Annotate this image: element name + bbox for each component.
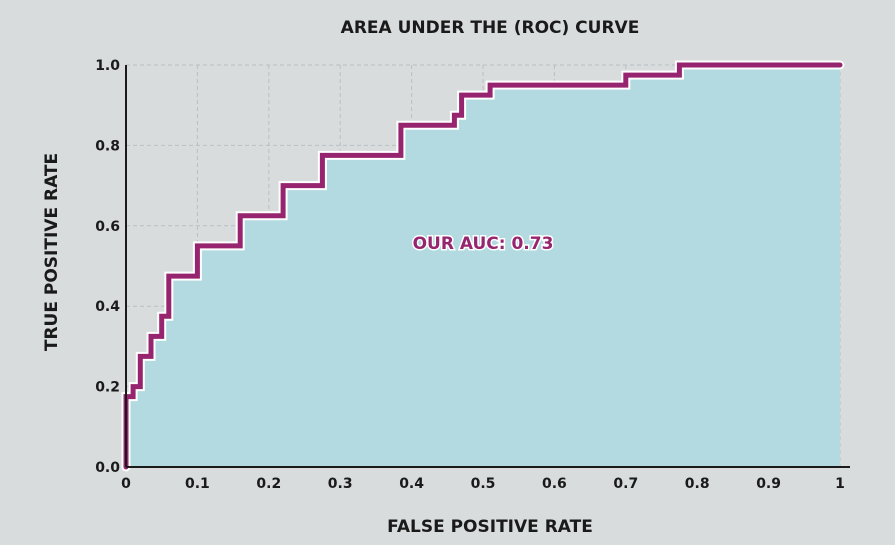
roc-curve-line bbox=[123, 62, 843, 470]
x-tick-labels: 0 0.1 0.2 0.3 0.4 0.5 0.6 0.7 0.8 0.9 1 bbox=[121, 476, 845, 492]
chart-title: AREA UNDER THE (ROC) CURVE bbox=[341, 18, 640, 38]
auc-annotation: OUR AUC: 0.73 bbox=[413, 234, 554, 254]
y-tick-label-3: 0.6 bbox=[95, 219, 120, 235]
y-tick-label-0: 0.0 bbox=[95, 460, 120, 476]
y-tick-labels: 0.0 0.2 0.4 0.6 0.8 1.0 bbox=[95, 58, 120, 476]
x-tick-label-6: 0.6 bbox=[542, 476, 567, 492]
x-tick-label-5: 0.5 bbox=[471, 476, 496, 492]
x-tick-label-0: 0 bbox=[121, 476, 131, 492]
roc-area-fill bbox=[126, 65, 840, 467]
y-tick-label-2: 0.4 bbox=[95, 299, 120, 315]
y-tick-label-4: 0.8 bbox=[95, 138, 120, 154]
x-axis-label: FALSE POSITIVE RATE bbox=[387, 517, 593, 537]
x-tick-label-1: 0.1 bbox=[185, 476, 210, 492]
x-tick-label-7: 0.7 bbox=[613, 476, 638, 492]
y-tick-label-5: 1.0 bbox=[95, 58, 120, 74]
x-tick-label-10: 1 bbox=[835, 476, 845, 492]
x-tick-label-3: 0.3 bbox=[328, 476, 353, 492]
x-tick-label-4: 0.4 bbox=[399, 476, 424, 492]
x-tick-label-9: 0.9 bbox=[756, 476, 781, 492]
y-axis-label: TRUE POSITIVE RATE bbox=[42, 153, 62, 351]
x-tick-label-2: 0.2 bbox=[256, 476, 281, 492]
y-tick-label-1: 0.2 bbox=[95, 380, 120, 396]
x-tick-label-8: 0.8 bbox=[685, 476, 710, 492]
